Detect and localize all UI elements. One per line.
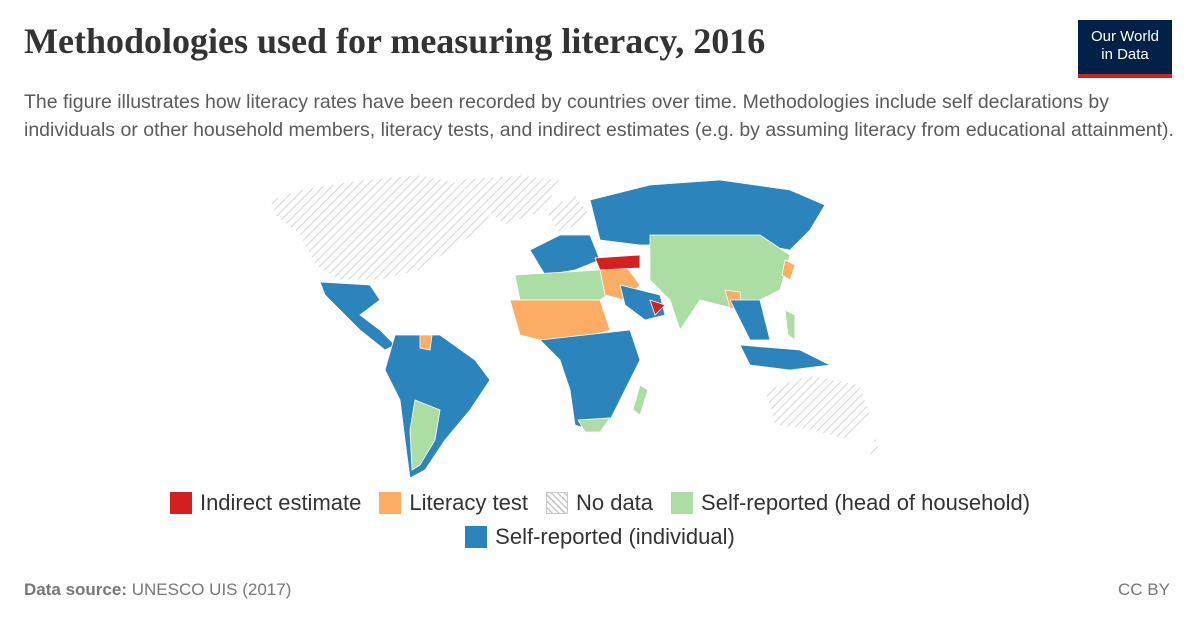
- region: [544, 194, 591, 236]
- legend: Indirect estimate Literacy test No data Sel…: [90, 490, 1110, 550]
- logo-line: in Data: [1101, 46, 1149, 63]
- region: [384, 334, 491, 479]
- logo[interactable]: Our World in Data: [1078, 20, 1172, 78]
- region: [514, 269, 616, 301]
- world-map: [269, 174, 881, 479]
- legend-item[interactable]: Indirect estimate: [169, 490, 362, 516]
- region: [529, 234, 601, 276]
- legend-label: Literacy test: [409, 490, 528, 515]
- region: [594, 254, 641, 271]
- legend-swatch: [545, 492, 568, 514]
- subtitle: The figure illustrates how literacy rate…: [24, 91, 1174, 141]
- footer: Data source: UNESCO UIS (2017) CC BY: [24, 580, 1170, 600]
- region: [577, 417, 611, 433]
- legend-swatch: [379, 492, 402, 514]
- region: [649, 299, 666, 316]
- legend-swatch: [671, 492, 694, 514]
- legend-label: Self-reported (head of household): [701, 490, 1031, 515]
- legend-item[interactable]: Literacy test: [379, 490, 528, 516]
- region: [419, 334, 433, 351]
- source-text: UNESCO UIS (2017): [131, 580, 292, 599]
- source-label: Data source:: [24, 580, 127, 599]
- region: [269, 174, 501, 281]
- countries: [269, 174, 881, 479]
- region: [739, 344, 832, 371]
- region: [649, 234, 791, 331]
- legend-item[interactable]: Self-reported (individual): [465, 524, 735, 550]
- region: [729, 299, 771, 341]
- region: [632, 384, 649, 416]
- region: [539, 329, 641, 431]
- legend-swatch: [465, 526, 488, 548]
- region: [319, 281, 396, 351]
- legend-label: Self-reported (individual): [495, 524, 735, 549]
- license[interactable]: CC BY: [1118, 580, 1170, 599]
- region: [764, 374, 871, 441]
- title: Methodologies used for measuring literac…: [24, 21, 766, 61]
- region: [784, 309, 796, 341]
- legend-label: Indirect estimate: [199, 490, 362, 515]
- legend-swatch: [169, 492, 192, 514]
- source: Data source: UNESCO UIS (2017): [24, 580, 291, 600]
- legend-item[interactable]: Self-reported (head of household): [671, 490, 1030, 516]
- region: [781, 259, 796, 281]
- region: [589, 179, 826, 251]
- logo-line: Our World: [1090, 28, 1160, 45]
- legend-item[interactable]: No data: [545, 490, 654, 516]
- legend-label: No data: [575, 490, 654, 515]
- region: [869, 433, 881, 456]
- region: [409, 399, 441, 471]
